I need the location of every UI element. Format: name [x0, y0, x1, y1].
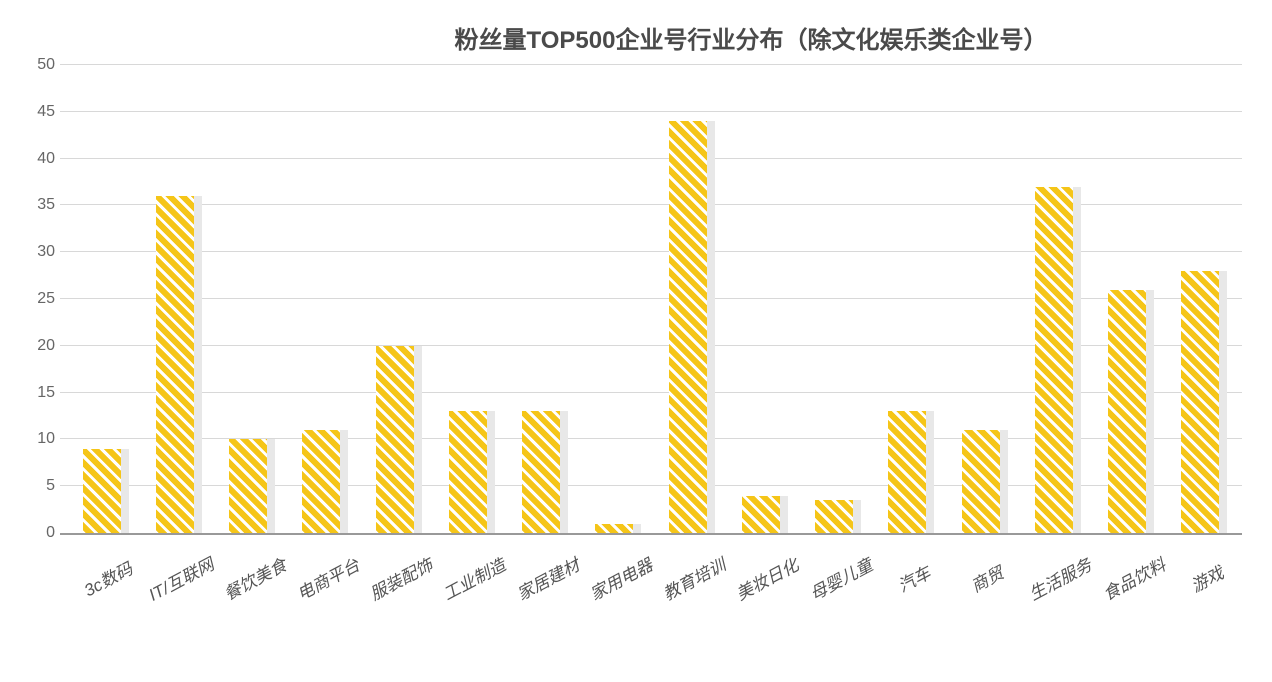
bar	[449, 411, 487, 533]
bar	[1108, 290, 1146, 533]
bar	[83, 449, 121, 533]
bar-group	[724, 65, 797, 533]
y-tick-label: 30	[15, 243, 55, 261]
bar	[742, 496, 780, 533]
y-tick-label: 5	[15, 477, 55, 495]
bar	[1181, 271, 1219, 533]
y-tick-label: 20	[15, 337, 55, 355]
bar	[815, 500, 853, 533]
bar-group	[285, 65, 358, 533]
bar	[888, 411, 926, 533]
bar-group	[358, 65, 431, 533]
bar-group	[871, 65, 944, 533]
x-axis-label: 游戏	[1168, 550, 1272, 662]
bar-group	[212, 65, 285, 533]
bar-group	[431, 65, 504, 533]
plot-area: 05101520253035404550	[60, 65, 1242, 535]
bar	[522, 411, 560, 533]
y-tick-label: 25	[15, 290, 55, 308]
gridline	[60, 64, 1242, 65]
bar-group	[944, 65, 1017, 533]
bar-group	[651, 65, 724, 533]
bar	[669, 121, 707, 533]
y-tick-label: 35	[15, 196, 55, 214]
bar-group	[505, 65, 578, 533]
bars-area	[60, 65, 1242, 533]
bar	[595, 524, 633, 533]
bar	[962, 430, 1000, 533]
y-tick-label: 45	[15, 103, 55, 121]
bar	[302, 430, 340, 533]
bar	[156, 196, 194, 533]
y-tick-label: 10	[15, 430, 55, 448]
bar-group	[1164, 65, 1237, 533]
y-tick-label: 40	[15, 150, 55, 168]
y-tick-label: 50	[15, 56, 55, 74]
bar-group	[65, 65, 138, 533]
bar-group	[1017, 65, 1090, 533]
bar-group	[798, 65, 871, 533]
y-tick-label: 0	[15, 524, 55, 542]
chart-container: 粉丝量TOP500企业号行业分布（除文化娱乐类企业号） 051015202530…	[0, 0, 1272, 682]
bar	[229, 439, 267, 533]
gridline	[60, 158, 1242, 159]
gridline	[60, 111, 1242, 112]
chart-title: 粉丝量TOP500企业号行业分布（除文化娱乐类企业号）	[60, 20, 1242, 55]
x-axis-labels: 3c数码IT/互联网餐饮美食电商平台服装配饰工业制造家居建材家用电器教育培训美妆…	[60, 535, 1242, 655]
bar-group	[578, 65, 651, 533]
bar-group	[1091, 65, 1164, 533]
y-axis: 05101520253035404550	[15, 65, 55, 533]
y-tick-label: 15	[15, 384, 55, 402]
bar	[1035, 187, 1073, 533]
bar	[376, 346, 414, 533]
bar-group	[138, 65, 211, 533]
